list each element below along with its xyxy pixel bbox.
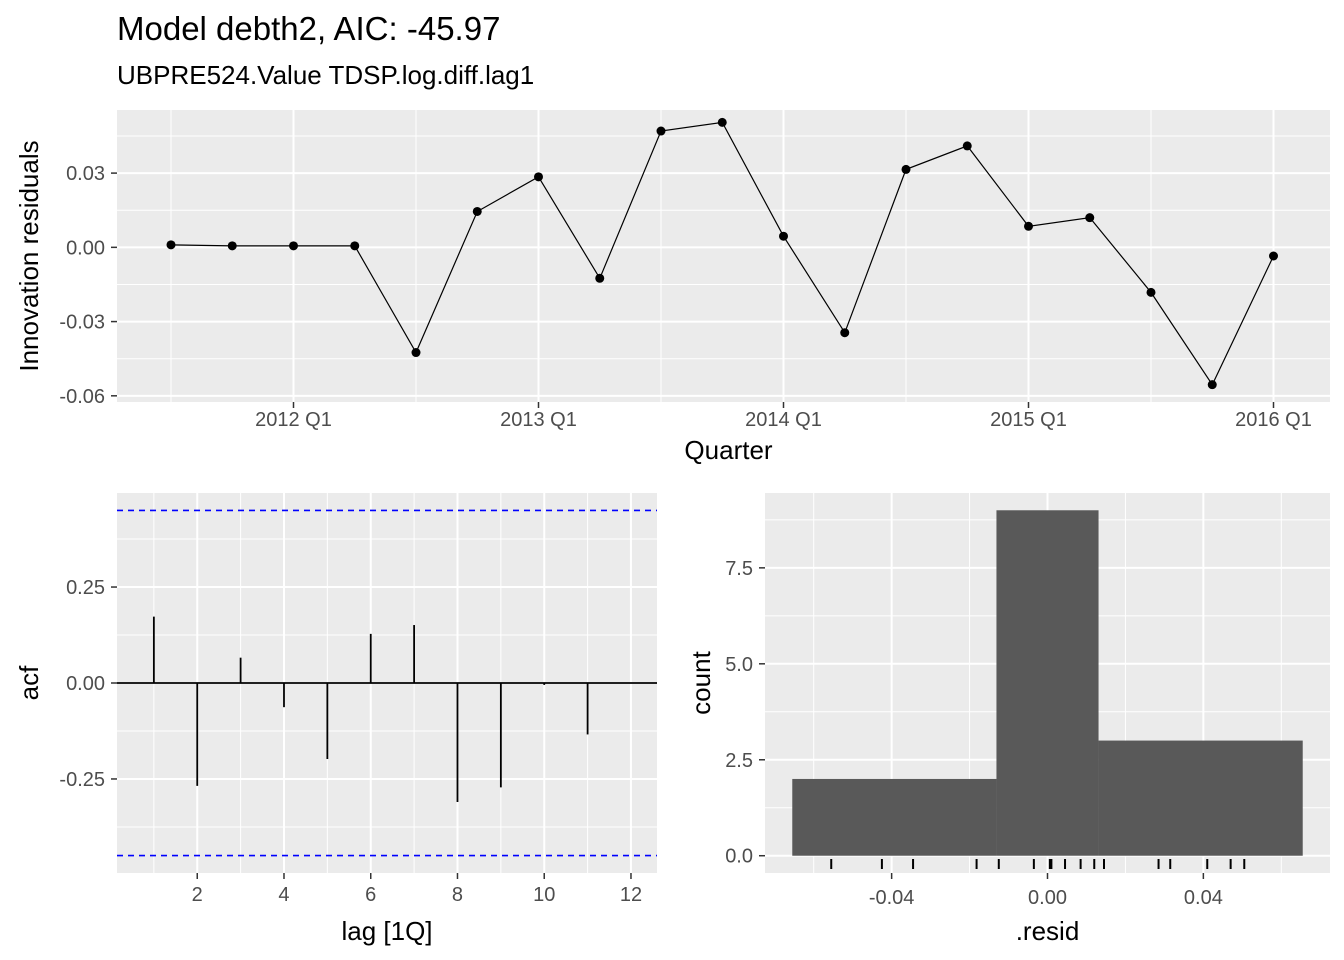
acf-y-axis-label: acf — [14, 665, 44, 700]
residual-point — [289, 241, 298, 251]
histogram-y-ticks: 0.0 2.5 5.0 7.5 — [725, 558, 765, 868]
acf-y-tick-label: -0.25 — [59, 769, 105, 791]
histogram-y-tick-label: 7.5 — [725, 558, 753, 580]
histogram-x-tick-label: 0.00 — [1028, 887, 1067, 909]
residual-point — [656, 126, 666, 136]
residual-point — [1024, 221, 1033, 231]
histogram-bar — [792, 778, 997, 856]
residuals-y-tick-label: -0.06 — [59, 386, 105, 408]
histogram-bars — [792, 510, 1303, 856]
residual-point — [840, 328, 850, 338]
residuals-x-tick-label: 2012 Q1 — [255, 409, 332, 431]
residuals-series-points — [166, 117, 1278, 390]
acf-x-ticks: 2 4 6 8 10 12 — [192, 873, 642, 906]
residuals-x-tick-label: 2014 Q1 — [745, 409, 822, 431]
residual-point — [227, 241, 237, 251]
histogram-rug — [830, 859, 1246, 869]
residuals-x-axis-label: Quarter — [684, 435, 772, 465]
residuals-y-tick-label: 0.03 — [66, 163, 105, 185]
residuals-x-tick-label: 2016 Q1 — [1235, 409, 1312, 431]
residuals-panel-background — [117, 110, 1330, 402]
residuals-gridlines — [117, 110, 1330, 402]
histogram-bar — [1098, 740, 1303, 856]
acf-x-tick-label: 2 — [192, 884, 203, 906]
residual-point — [472, 206, 482, 216]
residual-point — [1269, 251, 1278, 261]
residuals-panel: 0.03 0.00 -0.03 -0.06 2012 Q1 2013 Q1 2014 Q1… — [14, 110, 1330, 465]
histogram-y-tick-label: 2.5 — [725, 750, 753, 772]
acf-x-tick-label: 4 — [278, 884, 289, 906]
chart-title: Model debth2, AIC: -45.97 — [117, 10, 501, 47]
residual-point — [166, 240, 176, 250]
residual-point — [1207, 380, 1217, 390]
residual-point — [901, 164, 911, 174]
histogram-y-axis-label: count — [686, 650, 716, 714]
acf-x-tick-label: 12 — [620, 884, 642, 906]
histogram-x-axis-label: .resid — [1016, 916, 1080, 946]
histogram-y-tick-label: 5.0 — [725, 654, 753, 676]
residual-point — [962, 141, 972, 151]
acf-spikes — [152, 616, 589, 802]
residuals-x-tick-label: 2015 Q1 — [990, 409, 1067, 431]
histogram-x-tick-label: -0.04 — [869, 887, 915, 909]
residual-point — [717, 117, 727, 127]
histogram-x-tick-label: 0.04 — [1184, 887, 1223, 909]
acf-x-tick-label: 6 — [365, 884, 376, 906]
acf-x-tick-label: 10 — [533, 884, 555, 906]
residual-point — [350, 241, 360, 251]
residuals-x-ticks: 2012 Q1 2013 Q1 2014 Q1 2015 Q1 2016 Q1 — [255, 402, 1312, 431]
histogram-y-tick-label: 0.0 — [725, 846, 753, 868]
histogram-panel: 0.0 2.5 5.0 7.5 -0.04 0.00 0.04 .resid count — [686, 493, 1330, 946]
histogram-x-ticks: -0.04 0.00 0.04 — [869, 873, 1223, 909]
acf-y-tick-label: 0.25 — [66, 577, 105, 599]
residuals-y-axis-label: Innovation residuals — [14, 140, 44, 371]
residuals-y-tick-label: -0.03 — [59, 312, 105, 334]
acf-y-ticks: 0.25 0.00 -0.25 — [59, 577, 117, 791]
residuals-y-ticks: 0.03 0.00 -0.03 -0.06 — [59, 163, 117, 408]
residual-point — [534, 172, 543, 182]
residuals-y-tick-label: 0.00 — [66, 237, 105, 259]
acf-x-tick-label: 8 — [452, 884, 463, 906]
acf-y-tick-label: 0.00 — [66, 673, 105, 695]
residual-point — [1085, 213, 1095, 223]
histogram-bar — [996, 510, 1099, 856]
residual-point — [411, 348, 421, 358]
acf-x-axis-label: lag [1Q] — [341, 916, 432, 946]
residuals-x-tick-label: 2013 Q1 — [500, 409, 577, 431]
residual-point — [779, 231, 788, 241]
residual-point — [595, 273, 605, 283]
acf-panel: 0.25 0.00 -0.25 2 4 6 8 10 12 lag [1Q] acf — [14, 493, 657, 946]
chart-subtitle: UBPRE524.Value TDSP.log.diff.lag1 — [117, 60, 535, 90]
residual-point — [1146, 287, 1156, 297]
